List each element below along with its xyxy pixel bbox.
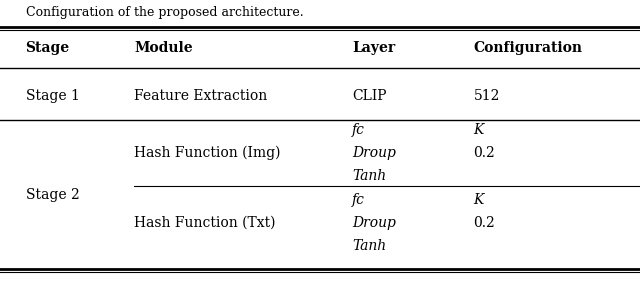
Text: 512: 512	[474, 89, 500, 103]
Text: 0.2: 0.2	[474, 146, 495, 160]
Text: K: K	[474, 193, 484, 207]
Text: Tanh: Tanh	[352, 169, 386, 183]
Text: Hash Function (Img): Hash Function (Img)	[134, 146, 281, 160]
Text: Layer: Layer	[352, 41, 395, 55]
Text: Droup: Droup	[352, 146, 396, 160]
Text: Stage 2: Stage 2	[26, 188, 79, 202]
Text: Stage: Stage	[26, 41, 70, 55]
Text: Module: Module	[134, 41, 193, 55]
Text: Feature Extraction: Feature Extraction	[134, 89, 268, 103]
Text: Droup: Droup	[352, 216, 396, 230]
Text: Configuration of the proposed architecture.: Configuration of the proposed architectu…	[26, 6, 303, 19]
Text: K: K	[474, 123, 484, 137]
Text: Stage 1: Stage 1	[26, 89, 79, 103]
Text: Configuration: Configuration	[474, 41, 582, 55]
Text: fc: fc	[352, 193, 365, 207]
Text: Tanh: Tanh	[352, 239, 386, 253]
Text: Hash Function (Txt): Hash Function (Txt)	[134, 216, 276, 230]
Text: CLIP: CLIP	[352, 89, 387, 103]
Text: fc: fc	[352, 123, 365, 137]
Text: 0.2: 0.2	[474, 216, 495, 230]
